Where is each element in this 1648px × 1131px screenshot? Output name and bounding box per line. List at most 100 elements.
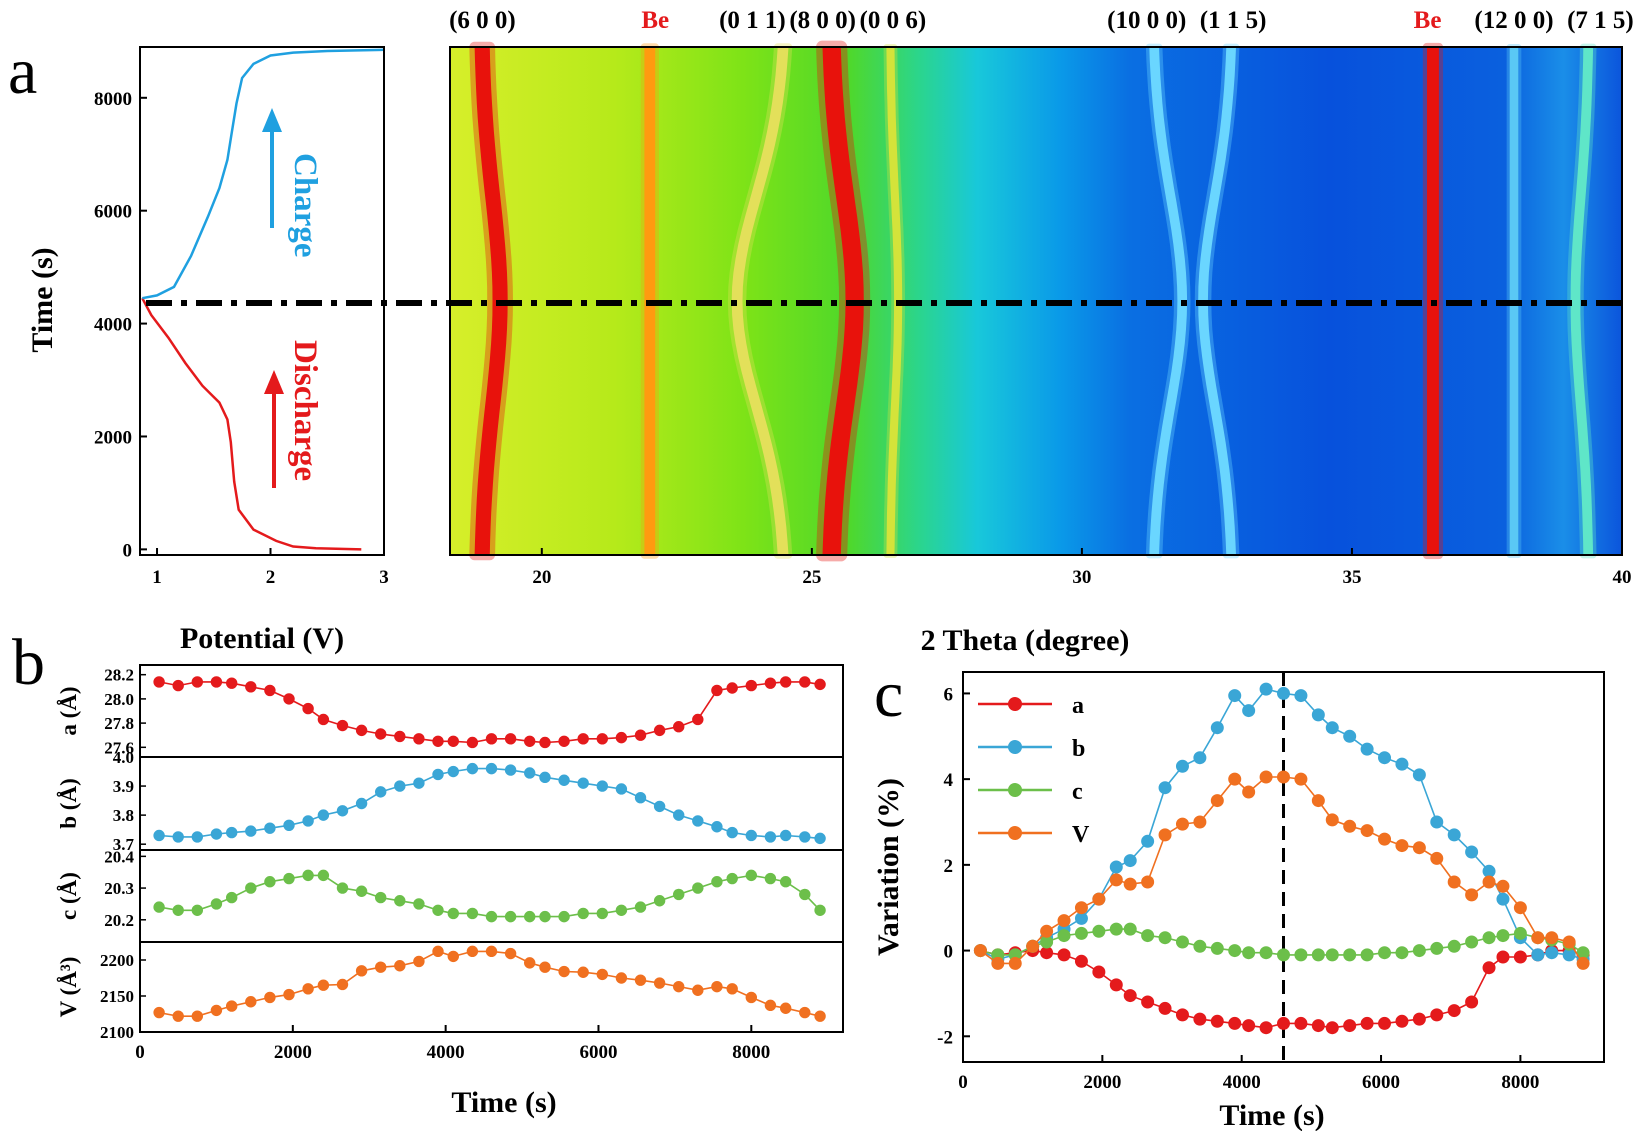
lattice-data-point xyxy=(558,910,570,923)
lattice-data-point xyxy=(779,829,792,842)
lattice-data-point xyxy=(558,735,570,747)
lattice-x-tick-label: 6000 xyxy=(579,1042,617,1063)
lattice-data-point xyxy=(375,786,387,798)
variation-data-point xyxy=(1395,839,1409,853)
lattice-data-point xyxy=(726,682,738,694)
lattice-data-point xyxy=(264,991,276,1004)
lattice-data-point xyxy=(466,907,479,920)
lattice-data-point xyxy=(615,904,628,916)
lattice-data-point xyxy=(375,891,387,904)
lattice-subplot-frame xyxy=(139,849,844,943)
peak-label: (6 0 0) xyxy=(449,7,516,34)
variation-data-point xyxy=(1109,860,1123,874)
variation-data-point xyxy=(1430,815,1444,829)
legend-marker-c xyxy=(1008,783,1022,797)
variation-data-point xyxy=(1430,941,1444,955)
variation-data-point xyxy=(1092,965,1106,979)
variation-series-line xyxy=(980,688,1584,960)
variation-data-point xyxy=(1242,1019,1256,1033)
voltage-y-tick-label: 2000 xyxy=(94,427,132,448)
variation-data-point xyxy=(1465,845,1479,859)
variation-data-point xyxy=(1465,888,1479,902)
lattice-y-tick-label: 2150 xyxy=(100,987,134,1006)
variation-data-point xyxy=(1482,931,1496,945)
lattice-data-point xyxy=(191,831,204,843)
variation-data-point xyxy=(1447,939,1461,953)
lattice-data-point xyxy=(153,829,165,842)
lattice-x-tick-label: 8000 xyxy=(732,1042,770,1063)
lattice-data-point xyxy=(485,910,498,923)
lattice-y-tick-label: 3.7 xyxy=(113,835,135,854)
lattice-y-tick-label: 20.2 xyxy=(104,911,134,930)
peak-label: (0 1 1) xyxy=(719,7,786,34)
lattice-data-point xyxy=(539,910,551,923)
lattice-data-point xyxy=(764,872,777,885)
peak-band xyxy=(1570,47,1594,555)
variation-data-point xyxy=(1430,851,1444,865)
variation-data-point xyxy=(1026,939,1040,953)
variation-data-point xyxy=(1447,875,1461,889)
voltage-y-axis-label: Time (s) xyxy=(26,247,59,352)
variation-data-point xyxy=(1343,729,1357,743)
legend-label-V: V xyxy=(1072,822,1090,848)
lattice-y-tick-label: 27.8 xyxy=(104,714,134,733)
lattice-data-point xyxy=(466,736,479,749)
variation-data-point xyxy=(1109,978,1123,992)
lattice-data-point xyxy=(504,733,517,745)
variation-data-point xyxy=(1057,948,1071,962)
lattice-data-point xyxy=(799,1006,811,1019)
variation-data-point xyxy=(1360,948,1374,962)
variation-series-line xyxy=(980,949,1584,1029)
variation-data-point xyxy=(1311,794,1325,808)
lattice-data-point xyxy=(191,904,204,916)
variation-data-point xyxy=(991,956,1005,970)
lattice-data-point xyxy=(413,955,425,968)
variation-data-point xyxy=(1294,689,1308,703)
variation-data-point xyxy=(1175,1008,1189,1022)
lattice-data-point xyxy=(504,764,517,776)
lattice-data-point xyxy=(191,676,204,688)
lattice-data-point xyxy=(394,780,406,792)
variation-data-point xyxy=(1482,864,1496,878)
lattice-y-axis-label: a (Å) xyxy=(56,686,81,735)
variation-data-point xyxy=(1242,704,1256,718)
variation-data-point xyxy=(1496,929,1510,943)
lattice-y-tick-label: 28.0 xyxy=(104,690,134,709)
lattice-data-point xyxy=(539,736,551,749)
charge-curve xyxy=(142,48,385,300)
lattice-data-point xyxy=(596,907,608,920)
variation-data-point xyxy=(1158,1001,1172,1015)
lattice-data-point xyxy=(485,762,498,775)
lattice-data-point xyxy=(336,882,349,894)
lattice-data-point xyxy=(814,832,826,845)
voltage-x-tick-label: 2 xyxy=(266,567,276,588)
lattice-data-point xyxy=(153,901,165,913)
voltage-x-tick-label: 1 xyxy=(152,567,162,588)
lattice-data-point xyxy=(210,1004,223,1017)
lattice-data-point xyxy=(673,809,685,821)
peak-label: (7 1 5) xyxy=(1567,7,1634,34)
lattice-parameters-panel: 27.6 27.8 28.0 28.2 a (Å) 3.7 3.8 3.9 4.0 b (Å) 20… xyxy=(56,664,844,1119)
lattice-data-point xyxy=(302,815,314,827)
voltage-x-axis-label: Potential (V) xyxy=(180,622,344,655)
lattice-data-point xyxy=(504,947,517,960)
variation-data-point xyxy=(1482,961,1496,975)
lattice-data-point xyxy=(264,876,276,888)
variation-data-point xyxy=(1074,926,1088,940)
variation-data-point xyxy=(1193,751,1207,765)
lattice-data-point xyxy=(172,904,184,916)
lattice-data-point xyxy=(653,724,666,737)
lattice-y-axis-label: c (Å) xyxy=(56,872,81,920)
legend-marker-V xyxy=(1008,826,1022,840)
variation-data-point xyxy=(1465,995,1479,1009)
variation-data-point xyxy=(1242,785,1256,799)
variation-data-point xyxy=(1228,772,1242,786)
peak-band xyxy=(731,47,789,555)
lattice-data-point xyxy=(413,777,425,789)
lattice-data-point xyxy=(745,991,758,1004)
variation-data-point xyxy=(1074,911,1088,925)
variation-y-tick-label: 6 xyxy=(944,684,954,705)
legend-label-c: c xyxy=(1072,779,1083,805)
lattice-data-point xyxy=(172,831,184,843)
lattice-data-point xyxy=(779,1002,792,1014)
